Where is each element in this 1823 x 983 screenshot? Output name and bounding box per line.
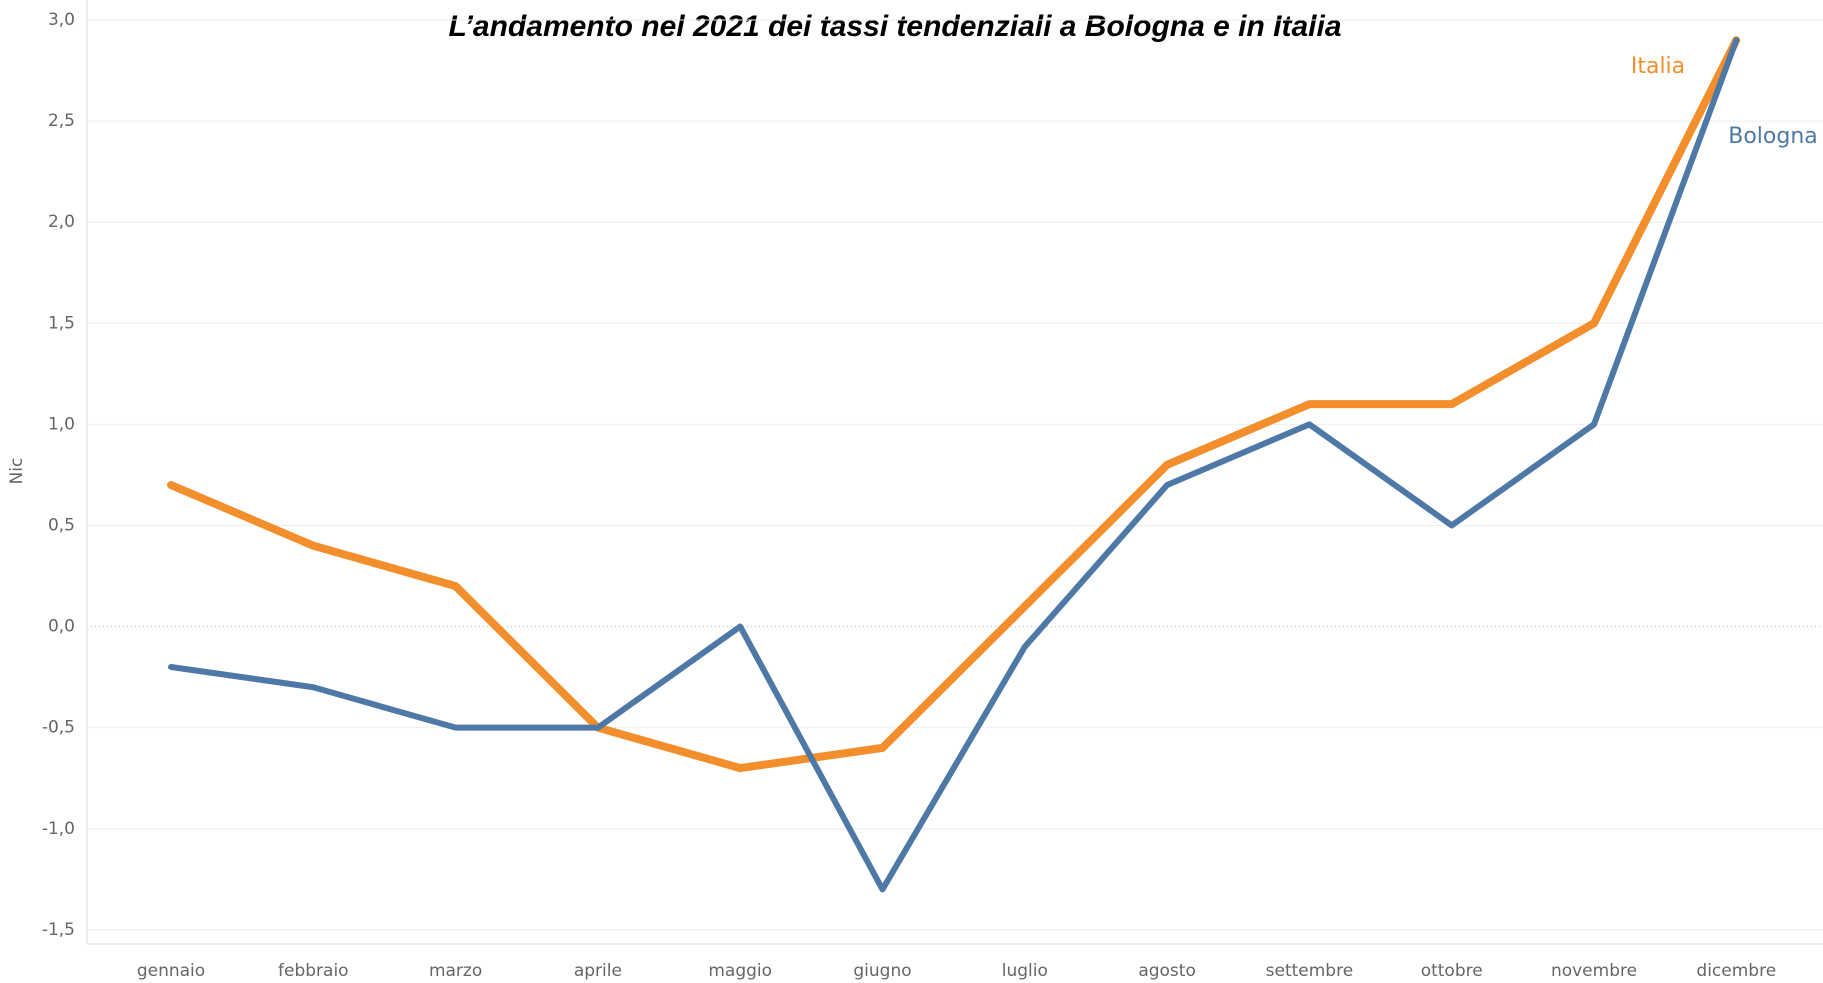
x-tick-label: novembre (1551, 961, 1637, 981)
y-tick-label: -1,0 (42, 819, 75, 839)
series-label: Bologna (1728, 124, 1818, 149)
y-tick-label: -1,5 (42, 920, 75, 940)
y-tick-label: 1,0 (48, 414, 75, 434)
x-tick-label: gennaio (137, 961, 205, 981)
chart-title: L’andamento nel 2021 dei tassi tendenzia… (448, 10, 1341, 43)
x-tick-label: aprile (574, 961, 622, 981)
x-tick-label: dicembre (1696, 961, 1776, 981)
x-tick-label: marzo (429, 961, 482, 981)
x-tick-label: giugno (853, 961, 911, 981)
series-line (167, 36, 1741, 773)
x-tick-label: maggio (708, 961, 772, 981)
series-label: Italia (1631, 54, 1685, 79)
x-tick-label: settembre (1266, 961, 1354, 981)
y-tick-label: 1,5 (48, 313, 75, 333)
x-tick-label: luglio (1002, 961, 1048, 981)
y-tick-label: -0,5 (42, 718, 75, 738)
series-line (168, 37, 1740, 893)
y-tick-label: 2,5 (48, 111, 75, 131)
x-tick-label: febbraio (278, 961, 349, 981)
x-tick-label: agosto (1138, 961, 1196, 981)
y-tick-label: 2,0 (48, 212, 75, 232)
y-tick-label: 3,0 (48, 10, 75, 30)
y-tick-label: 0,5 (48, 515, 75, 535)
y-axis-title: Nic (7, 458, 27, 485)
x-tick-label: ottobre (1421, 961, 1483, 981)
y-tick-label: 0,0 (48, 617, 75, 637)
